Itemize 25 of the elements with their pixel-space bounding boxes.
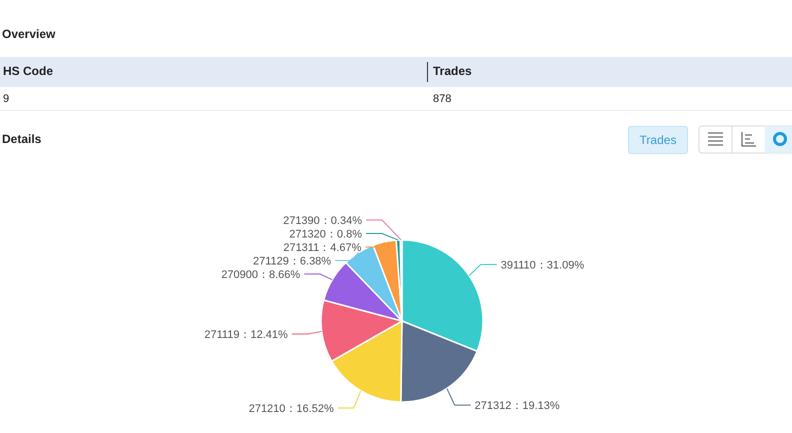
data-label: ：4.67% [319,242,362,254]
data-label: ：31.09% [536,259,584,272]
data-label: ：16.52% [285,403,334,415]
data-label: ：0.8% [326,228,362,241]
text: 9 [3,93,10,105]
text: HS Code [3,64,54,78]
slice-label: 391110 [500,259,536,272]
data-label: ：19.13% [511,400,560,412]
slice-label: 270900 [221,269,258,282]
slice-label: 271320 [289,228,326,241]
text: 878 [433,93,452,105]
slice-label: 271129 [253,256,289,268]
text: Trades [628,126,688,154]
text: Trades [433,64,472,78]
data-label: ：12.41% [239,329,288,342]
slice-label: 271210 [248,403,286,415]
slice-label: 271311 [283,242,320,254]
data-label: ：6.38% [288,256,332,268]
slice-label: 271390 [283,215,320,228]
text: Overview [2,27,56,41]
slice-label: 271312 [474,400,512,412]
data-label: ：0.34% [320,215,362,228]
text: Details [2,132,42,146]
data-label: ：8.66% [258,269,300,282]
slice-label: 271119 [204,329,240,342]
